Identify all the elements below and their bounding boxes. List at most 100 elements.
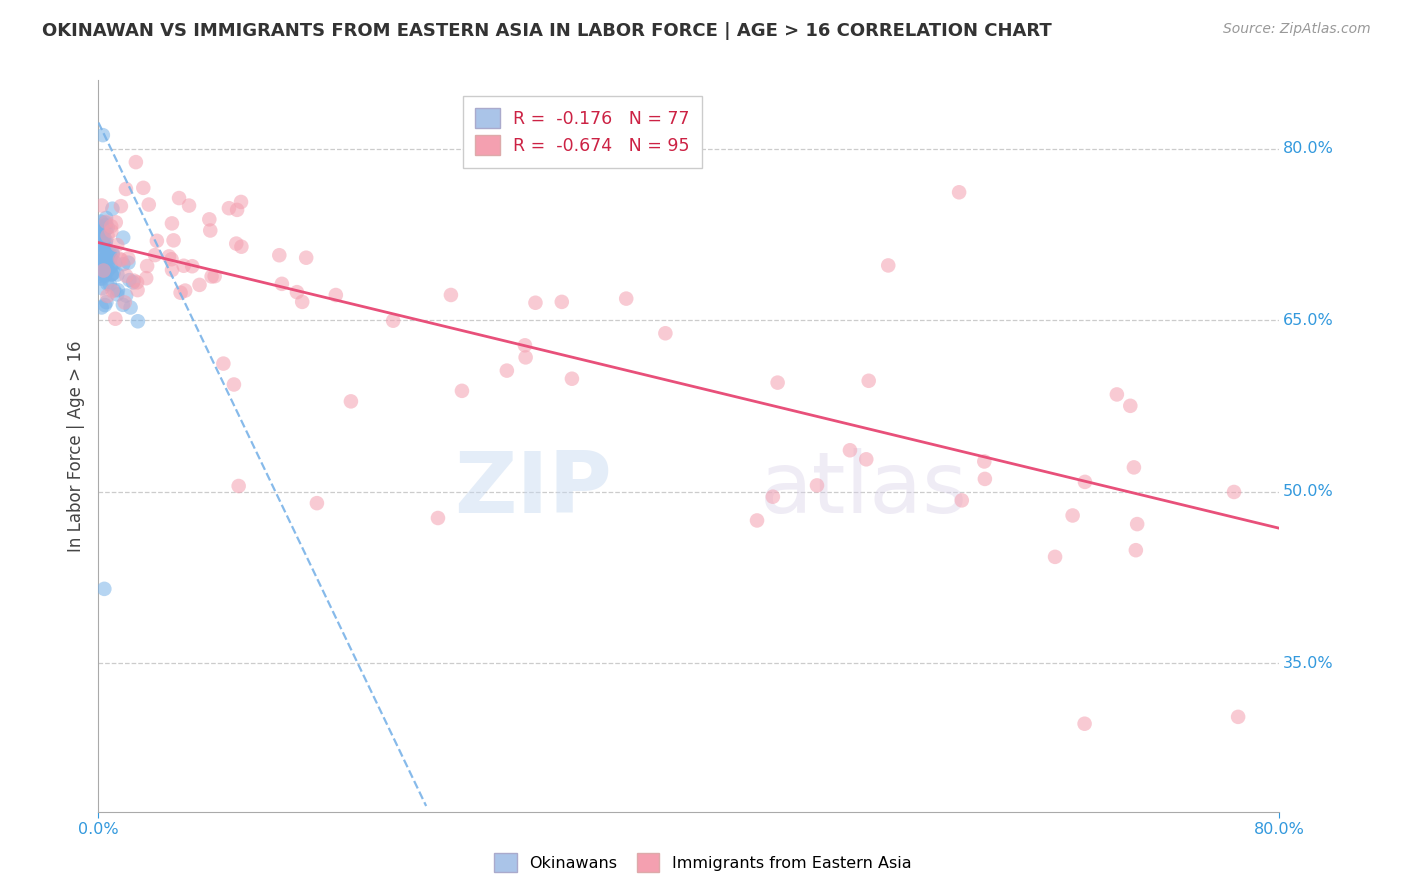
Point (91, 128, 114, 142)
Text: ZIP: ZIP (454, 449, 612, 532)
Point (157, 249, 180, 263)
Point (111, 298, 134, 312)
Point (89, 229, 111, 244)
Text: 80.0%: 80.0% (1284, 141, 1334, 156)
Point (89, 255, 111, 269)
Point (91, 271, 114, 285)
Point (93, 226, 115, 240)
Point (104, 311, 127, 326)
Point (226, 202, 249, 217)
Point (89, 268, 111, 283)
Point (551, 294, 574, 309)
Point (100, 219, 122, 234)
Text: atlas: atlas (759, 449, 967, 532)
Point (427, 511, 450, 525)
Point (948, 186, 970, 200)
Point (100, 267, 122, 281)
Point (766, 376, 789, 390)
Point (101, 247, 124, 261)
Point (169, 285, 191, 300)
Point (524, 295, 547, 310)
Point (231, 240, 253, 254)
Point (136, 259, 159, 273)
Point (91, 232, 114, 246)
Point (160, 252, 183, 267)
Point (91, 281, 114, 295)
Point (93, 263, 115, 277)
Point (291, 294, 314, 309)
Point (513, 338, 536, 352)
Point (745, 513, 768, 527)
Point (515, 351, 537, 365)
Point (94, 235, 117, 250)
Point (94, 234, 117, 248)
Point (105, 238, 128, 252)
Point (98, 247, 121, 261)
Point (305, 496, 328, 510)
Point (950, 493, 973, 508)
Point (173, 259, 195, 273)
Point (138, 197, 160, 211)
Point (201, 269, 224, 284)
Point (285, 285, 308, 300)
Point (93, 268, 115, 282)
Point (212, 357, 235, 371)
Point (762, 490, 785, 504)
Point (614, 292, 637, 306)
Point (200, 223, 222, 237)
Point (228, 479, 250, 493)
Point (1125, 543, 1147, 558)
Point (100, 260, 122, 274)
Point (103, 283, 125, 297)
Point (127, 314, 149, 328)
Point (112, 257, 135, 271)
Point (174, 284, 197, 298)
Point (146, 234, 169, 248)
Point (108, 252, 131, 266)
Point (103, 266, 125, 280)
Point (96, 261, 118, 276)
Point (91, 258, 114, 272)
Point (110, 199, 132, 213)
Point (112, 230, 135, 244)
Point (120, 301, 142, 315)
Point (1062, 508, 1084, 523)
Point (94, 211, 117, 225)
Point (270, 277, 292, 291)
Point (91, 223, 114, 237)
Point (1227, 710, 1250, 724)
Point (114, 295, 136, 310)
Point (1043, 549, 1066, 564)
Point (340, 394, 363, 409)
Point (177, 198, 200, 212)
Point (877, 259, 900, 273)
Point (229, 194, 252, 209)
Point (98, 277, 121, 292)
Point (100, 224, 122, 238)
Point (225, 236, 247, 251)
Point (218, 201, 240, 215)
Point (89, 223, 111, 237)
Point (295, 251, 318, 265)
Point (94, 255, 117, 269)
Point (204, 269, 226, 284)
Point (96, 215, 118, 229)
Point (104, 255, 127, 269)
Point (222, 377, 245, 392)
Point (143, 248, 166, 262)
Point (1119, 399, 1142, 413)
Point (451, 384, 474, 398)
Point (94, 298, 117, 312)
Text: OKINAWAN VS IMMIGRANTS FROM EASTERN ASIA IN LABOR FORCE | AGE > 16 CORRELATION C: OKINAWAN VS IMMIGRANTS FROM EASTERN ASIA… (42, 22, 1052, 40)
Point (104, 215, 127, 229)
Y-axis label: In Labor Force | Age > 16: In Labor Force | Age > 16 (66, 340, 84, 552)
Point (94, 216, 117, 230)
Text: 50.0%: 50.0% (1284, 484, 1334, 500)
Point (1126, 517, 1149, 532)
Point (93, 266, 115, 280)
Point (1223, 485, 1246, 500)
Point (97, 263, 120, 277)
Point (98, 253, 121, 268)
Point (90, 301, 112, 315)
Point (89, 219, 111, 234)
